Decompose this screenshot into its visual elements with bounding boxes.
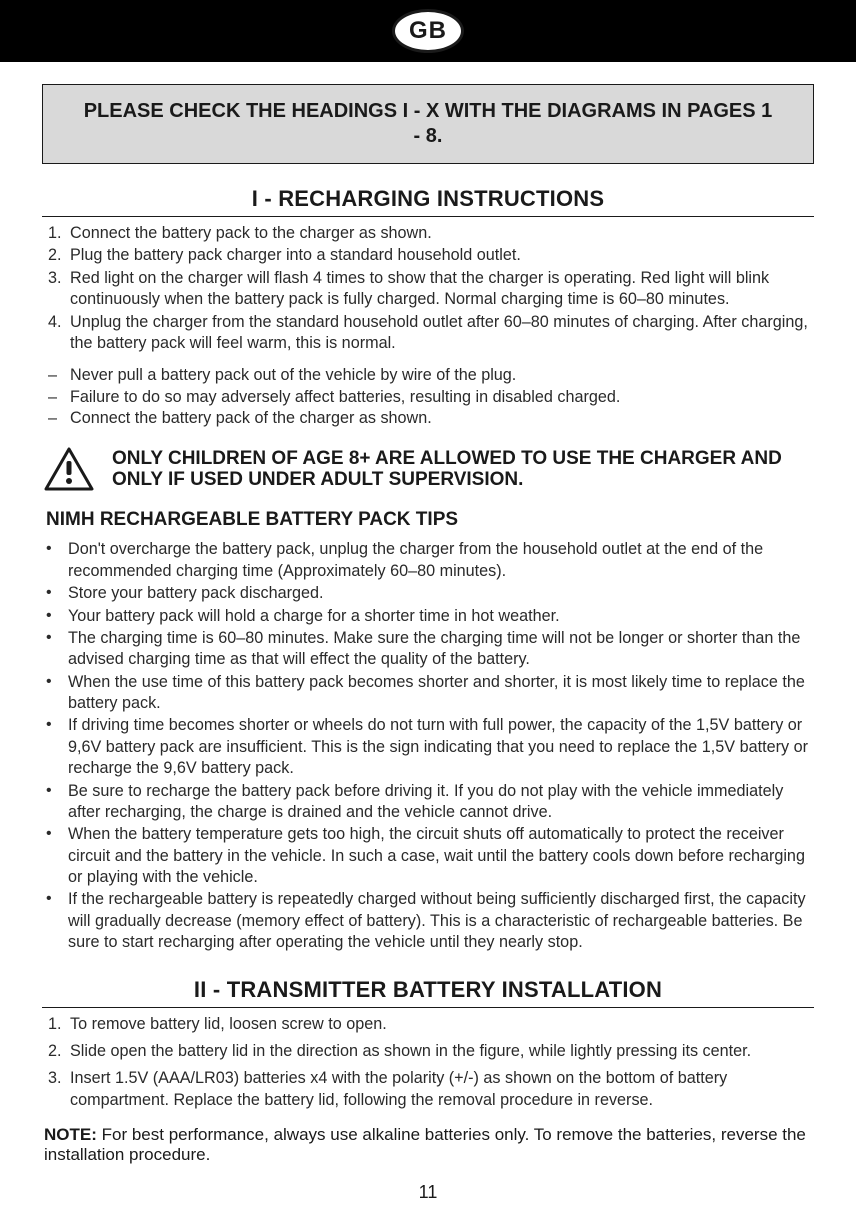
bullet-mark: • [46, 539, 68, 582]
step-number: 2. [48, 1041, 68, 1062]
bullet-mark: • [46, 824, 68, 888]
list-item: –Never pull a battery pack out of the ve… [48, 365, 808, 386]
tip-text: When the use time of this battery pack b… [68, 672, 810, 715]
notice-box: PLEASE CHECK THE HEADINGS I - X WITH THE… [42, 84, 814, 164]
bullet-mark: • [46, 583, 68, 604]
section-2-title: II - TRANSMITTER BATTERY INSTALLATION [42, 977, 814, 1008]
dash-text: Failure to do so may adversely affect ba… [70, 387, 808, 408]
tip-text: Store your battery pack discharged. [68, 583, 810, 604]
step-text: Unplug the charger from the standard hou… [68, 312, 808, 355]
step-number: 3. [48, 268, 68, 311]
list-item: 3.Red light on the charger will flash 4 … [48, 268, 808, 312]
tip-text: The charging time is 60–80 minutes. Make… [68, 628, 810, 671]
section-1-title: I - RECHARGING INSTRUCTIONS [42, 186, 814, 217]
list-item: 3.Insert 1.5V (AAA/LR03) batteries x4 wi… [48, 1068, 808, 1117]
list-item: •If the rechargeable battery is repeated… [46, 889, 810, 954]
recharge-steps: 1.Connect the battery pack to the charge… [48, 223, 808, 355]
tips-heading: NIMH RECHARGEABLE BATTERY PACK TIPS [42, 509, 814, 531]
tip-text: Your battery pack will hold a charge for… [68, 606, 810, 627]
step-number: 4. [48, 312, 68, 355]
caution-dashes: –Never pull a battery pack out of the ve… [48, 365, 808, 429]
page-body: PLEASE CHECK THE HEADINGS I - X WITH THE… [0, 62, 856, 1215]
tip-text: Be sure to recharge the battery pack bef… [68, 781, 810, 824]
bullet-mark: • [46, 606, 68, 627]
step-text: To remove battery lid, loosen screw to o… [68, 1014, 808, 1035]
tip-text: When the battery temperature gets too hi… [68, 824, 810, 888]
section-1-content: 1.Connect the battery pack to the charge… [42, 217, 814, 429]
step-number: 2. [48, 245, 68, 266]
warning-icon [44, 447, 94, 491]
dash-mark: – [48, 387, 70, 408]
step-number: 3. [48, 1068, 68, 1111]
bullet-mark: • [46, 715, 68, 779]
dash-mark: – [48, 365, 70, 386]
step-text: Plug the battery pack charger into a sta… [68, 245, 808, 266]
list-item: •Your battery pack will hold a charge fo… [46, 606, 810, 628]
list-item: –Connect the battery pack of the charger… [48, 408, 808, 429]
bullet-mark: • [46, 672, 68, 715]
note-text: For best performance, always use alkalin… [44, 1125, 806, 1164]
step-text: Connect the battery pack to the charger … [68, 223, 808, 244]
step-text: Insert 1.5V (AAA/LR03) batteries x4 with… [68, 1068, 808, 1111]
list-item: 2.Slide open the battery lid in the dire… [48, 1041, 808, 1068]
transmitter-steps: 1.To remove battery lid, loosen screw to… [48, 1014, 808, 1118]
header-bar: GB [0, 0, 856, 62]
list-item: •Store your battery pack discharged. [46, 583, 810, 605]
list-item: •When the use time of this battery pack … [46, 672, 810, 716]
list-item: •When the battery temperature gets too h… [46, 824, 810, 889]
list-item: 1.To remove battery lid, loosen screw to… [48, 1014, 808, 1041]
dash-text: Never pull a battery pack out of the veh… [70, 365, 808, 386]
note-label: NOTE: [44, 1125, 97, 1144]
list-item: –Failure to do so may adversely affect b… [48, 387, 808, 408]
note-block: NOTE: For best performance, always use a… [42, 1125, 814, 1166]
list-item: •Don't overcharge the battery pack, unpl… [46, 539, 810, 583]
step-text: Red light on the charger will flash 4 ti… [68, 268, 808, 311]
step-number: 1. [48, 1014, 68, 1035]
bullet-mark: • [46, 889, 68, 953]
tips-list: •Don't overcharge the battery pack, unpl… [42, 537, 814, 954]
warning-row: ONLY CHILDREN OF AGE 8+ ARE ALLOWED TO U… [42, 447, 814, 491]
list-item: •If driving time becomes shorter or whee… [46, 715, 810, 780]
tip-text: If driving time becomes shorter or wheel… [68, 715, 810, 779]
list-item: 2.Plug the battery pack charger into a s… [48, 245, 808, 267]
country-badge: GB [392, 9, 464, 53]
list-item: •Be sure to recharge the battery pack be… [46, 781, 810, 825]
tip-text: Don't overcharge the battery pack, unplu… [68, 539, 810, 582]
step-text: Slide open the battery lid in the direct… [68, 1041, 808, 1062]
bullet-mark: • [46, 628, 68, 671]
dash-text: Connect the battery pack of the charger … [70, 408, 808, 429]
section-2-content: 1.To remove battery lid, loosen screw to… [42, 1008, 814, 1118]
country-code: GB [409, 17, 447, 45]
warning-text: ONLY CHILDREN OF AGE 8+ ARE ALLOWED TO U… [112, 448, 812, 492]
list-item: 1.Connect the battery pack to the charge… [48, 223, 808, 245]
page-number: 11 [42, 1182, 814, 1203]
notice-text: PLEASE CHECK THE HEADINGS I - X WITH THE… [84, 100, 773, 147]
dash-mark: – [48, 408, 70, 429]
list-item: 4.Unplug the charger from the standard h… [48, 312, 808, 356]
step-number: 1. [48, 223, 68, 244]
list-item: •The charging time is 60–80 minutes. Mak… [46, 628, 810, 672]
tip-text: If the rechargeable battery is repeatedl… [68, 889, 810, 953]
bullet-mark: • [46, 781, 68, 824]
